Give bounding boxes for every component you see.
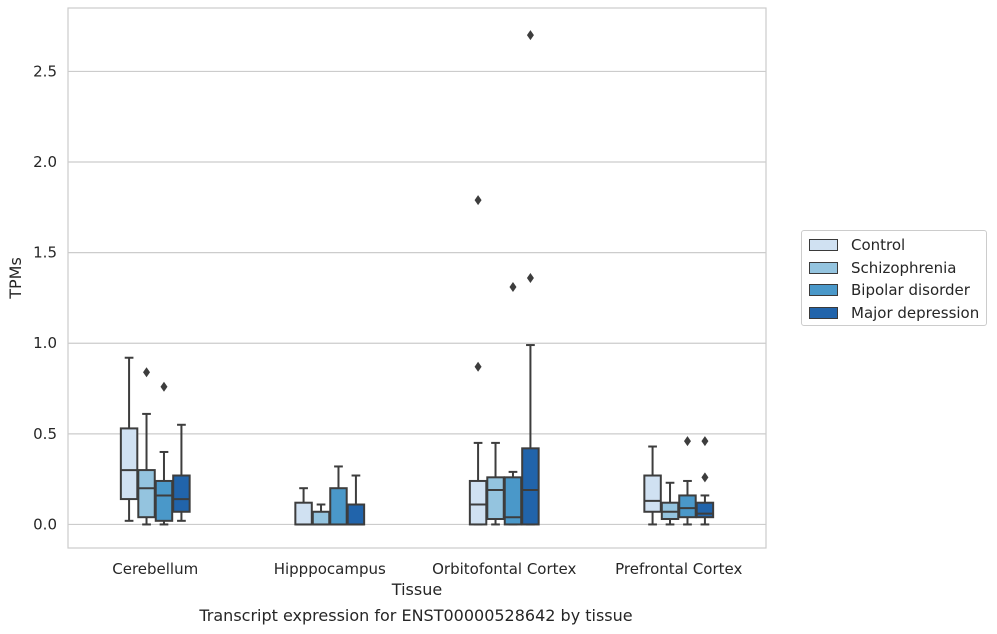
box-major-depression (695, 436, 715, 526)
outlier-point (474, 361, 482, 372)
y-tick-label: 2.0 (33, 153, 57, 171)
box-body (311, 510, 331, 526)
outlier-point (701, 436, 709, 447)
legend-swatch-major-depression (809, 306, 838, 319)
box-schizophrenia (486, 441, 505, 526)
x-tick-label: Cerebellum (112, 560, 198, 578)
box-series (119, 30, 715, 526)
y-tick-label: 1.0 (33, 334, 57, 352)
box-bipolar-disorder (329, 465, 348, 526)
legend-swatch-schizophrenia (809, 261, 838, 274)
legend-label-control: Control (851, 236, 906, 255)
x-tick-label: Hipppocampus (274, 560, 386, 578)
box-bipolar-disorder (154, 381, 174, 526)
legend-item-control: Control (809, 234, 986, 257)
legend-item-major-depression: Major depression (809, 302, 986, 325)
legend-label-schizophrenia: Schizophrenia (851, 258, 957, 277)
x-axis-label: Tissue (391, 580, 442, 599)
box-body (119, 427, 139, 501)
box-body (329, 487, 348, 526)
legend-label-bipolar-disorder: Bipolar disorder (851, 281, 970, 300)
outlier-point (683, 436, 691, 447)
legend-item-bipolar-disorder: Bipolar disorder (809, 279, 986, 302)
y-tick-labels: 0.0 0.5 1.0 1.5 2.0 2.5 (33, 62, 57, 533)
box-body (521, 447, 540, 526)
box-body (486, 476, 505, 521)
outlier-point (526, 273, 534, 283)
box-body (172, 474, 191, 513)
y-axis-label: TPMs (6, 257, 25, 300)
box-body (678, 494, 697, 519)
box-schizophrenia (660, 481, 680, 526)
box-body (137, 469, 156, 519)
box-body (154, 479, 174, 522)
box-control (294, 487, 313, 526)
x-tick-label: Orbitofontal Cortex (432, 560, 576, 578)
box-schizophrenia (311, 503, 331, 526)
box-bipolar-disorder (678, 436, 697, 526)
figure-caption: Transcript expression for ENST0000052864… (199, 606, 633, 625)
box-body (643, 474, 662, 513)
box-body (468, 479, 488, 526)
outlier-point (474, 195, 482, 206)
box-body (294, 501, 313, 526)
chart-legend: Control Schizophrenia Bipolar disorder M… (801, 230, 987, 326)
outlier-point (526, 30, 534, 41)
x-tick-label: Prefrontal Cortex (615, 560, 742, 578)
y-tick-label: 2.5 (33, 62, 57, 80)
box-bipolar-disorder (503, 282, 523, 526)
box-major-depression (172, 423, 191, 522)
outlier-point (701, 472, 709, 483)
box-major-depression (521, 30, 540, 526)
box-body (346, 503, 366, 526)
y-tick-label: 0.5 (33, 425, 57, 443)
box-control (119, 356, 139, 522)
legend-label-major-depression: Major depression (851, 303, 980, 322)
plot-area-frame (67, 7, 767, 549)
legend-swatch-bipolar-disorder (809, 284, 838, 297)
box-schizophrenia (137, 367, 156, 526)
legend-swatch-control (809, 239, 838, 252)
y-tick-label: 0.0 (33, 515, 57, 533)
box-control (468, 195, 488, 526)
box-major-depression (346, 474, 366, 526)
grid-lines (68, 70, 766, 526)
box-control (643, 445, 662, 526)
y-tick-label: 1.5 (33, 244, 57, 262)
outlier-point (143, 367, 151, 378)
box-body (695, 501, 715, 519)
outlier-point (509, 282, 517, 293)
outlier-point (160, 381, 168, 392)
legend-item-schizophrenia: Schizophrenia (809, 257, 986, 280)
x-tick-labels: Cerebellum Hipppocampus Orbitofontal Corte… (112, 560, 742, 578)
